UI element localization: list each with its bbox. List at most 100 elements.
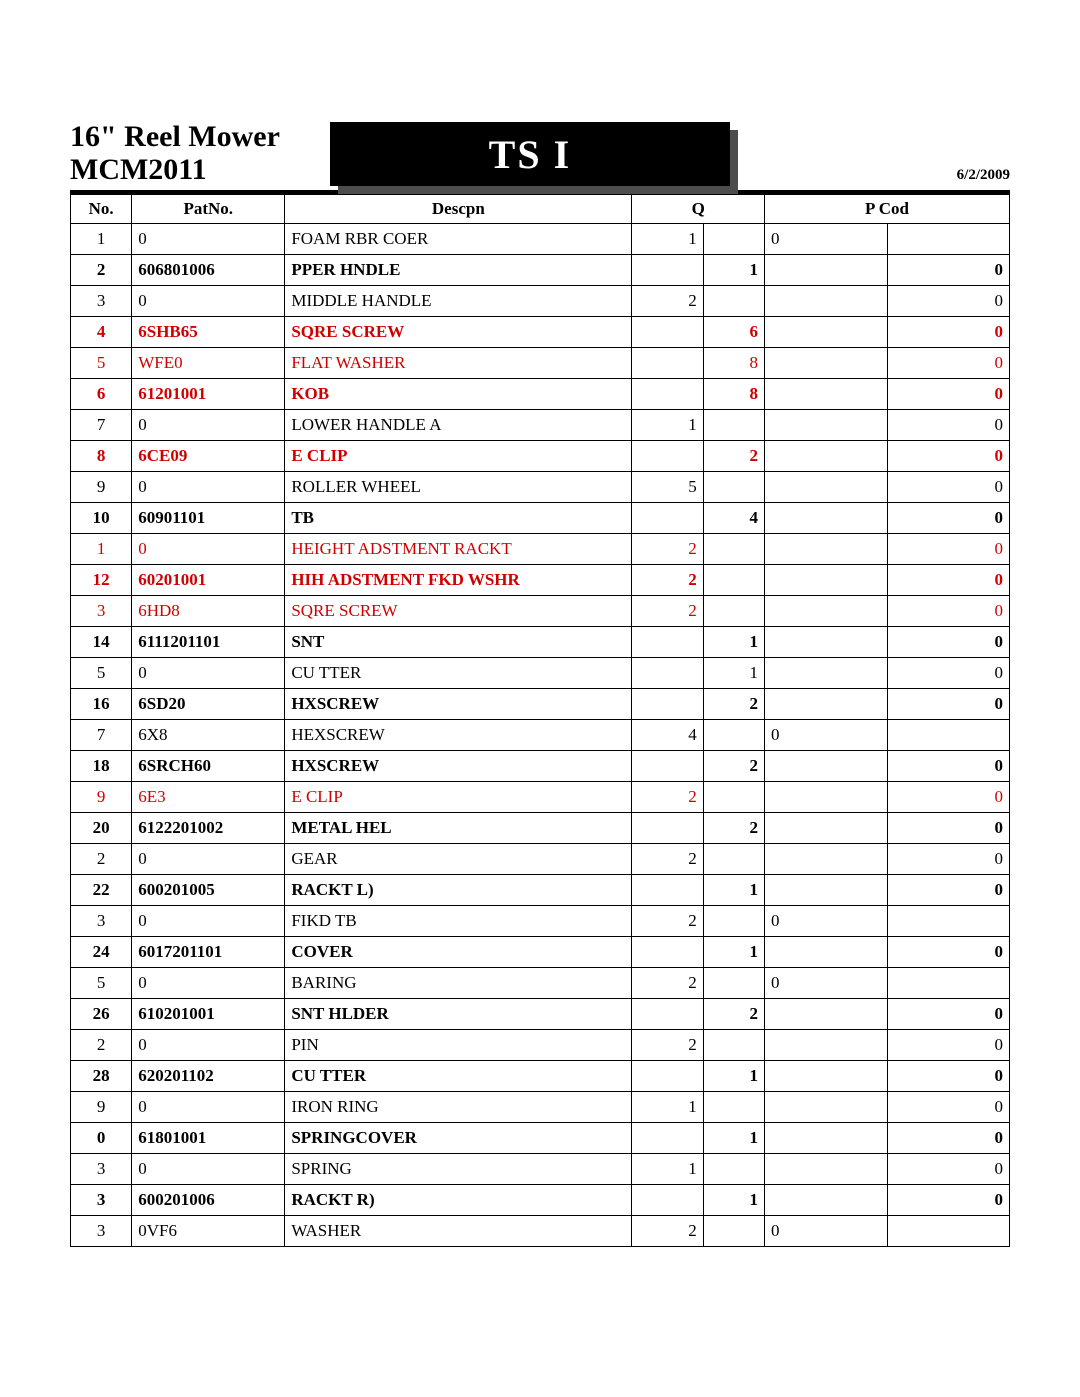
cell-p2: 0 [887, 472, 1010, 503]
cell-q2 [703, 1030, 764, 1061]
cell-no: 18 [71, 751, 132, 782]
table-body: 10FOAM RBR COER102606801006PPER HNDLE103… [71, 224, 1010, 1247]
cell-desc: SPRING [285, 1154, 632, 1185]
cell-partno: 6CE09 [132, 441, 285, 472]
cell-partno: 6E3 [132, 782, 285, 813]
cell-p1 [765, 348, 887, 379]
table-row: 10HEIGHT ADSTMENT RACKT20 [71, 534, 1010, 565]
cell-desc: SQRE SCREW [285, 596, 632, 627]
cell-q2: 2 [703, 999, 764, 1030]
cell-desc: IRON RING [285, 1092, 632, 1123]
cell-p1 [765, 689, 887, 720]
cell-q2 [703, 968, 764, 999]
table-row: 22600201005RACKT L)10 [71, 875, 1010, 906]
cell-p2: 0 [887, 534, 1010, 565]
cell-q2: 8 [703, 348, 764, 379]
table-row: 3600201006RACKT R)10 [71, 1185, 1010, 1216]
cell-p2: 0 [887, 1030, 1010, 1061]
table-row: 96E3E CLIP20 [71, 782, 1010, 813]
cell-q1: 2 [632, 968, 703, 999]
cell-p2: 0 [887, 1185, 1010, 1216]
cell-q1: 2 [632, 844, 703, 875]
cell-p1: 0 [765, 720, 887, 751]
cell-p2: 0 [887, 379, 1010, 410]
table-row: 30MIDDLE HANDLE20 [71, 286, 1010, 317]
table-row: 30SPRING10 [71, 1154, 1010, 1185]
cell-q2 [703, 782, 764, 813]
cell-q1 [632, 875, 703, 906]
cell-partno: 6X8 [132, 720, 285, 751]
cell-q2 [703, 410, 764, 441]
cell-q2: 4 [703, 503, 764, 534]
table-row: 146111201101SNT10 [71, 627, 1010, 658]
cell-partno: 600201006 [132, 1185, 285, 1216]
cell-p1 [765, 999, 887, 1030]
cell-desc: HXSCREW [285, 689, 632, 720]
parts-list-banner: TS I [330, 122, 730, 186]
cell-q2: 8 [703, 379, 764, 410]
cell-no: 3 [71, 1216, 132, 1247]
table-row: 206122201002METAL HEL20 [71, 813, 1010, 844]
cell-q2: 1 [703, 937, 764, 968]
cell-partno: 6SHB65 [132, 317, 285, 348]
cell-desc: ROLLER WHEEL [285, 472, 632, 503]
cell-q1 [632, 255, 703, 286]
cell-p2: 0 [887, 658, 1010, 689]
cell-q1 [632, 503, 703, 534]
cell-q1: 2 [632, 596, 703, 627]
cell-partno: 61201001 [132, 379, 285, 410]
cell-partno: 6122201002 [132, 813, 285, 844]
cell-no: 24 [71, 937, 132, 968]
table-row: 10FOAM RBR COER10 [71, 224, 1010, 255]
cell-q1: 1 [632, 410, 703, 441]
cell-partno: WFE0 [132, 348, 285, 379]
cell-p1: 0 [765, 906, 887, 937]
title-model: MCM2011 [70, 153, 280, 186]
cell-no: 7 [71, 720, 132, 751]
cell-p1 [765, 1154, 887, 1185]
cell-partno: 61801001 [132, 1123, 285, 1154]
cell-p1 [765, 1061, 887, 1092]
cell-no: 12 [71, 565, 132, 596]
cell-p2: 0 [887, 875, 1010, 906]
cell-desc: FIKD TB [285, 906, 632, 937]
cell-q2: 1 [703, 875, 764, 906]
cell-p1 [765, 627, 887, 658]
cell-q1 [632, 658, 703, 689]
cell-p2: 0 [887, 689, 1010, 720]
cell-q1: 2 [632, 782, 703, 813]
cell-desc: MIDDLE HANDLE [285, 286, 632, 317]
cell-desc: SQRE SCREW [285, 317, 632, 348]
cell-partno: 0 [132, 410, 285, 441]
cell-q1 [632, 937, 703, 968]
cell-desc: FOAM RBR COER [285, 224, 632, 255]
cell-p2: 0 [887, 627, 1010, 658]
cell-q1: 2 [632, 906, 703, 937]
cell-no: 26 [71, 999, 132, 1030]
table-row: 1060901101TB40 [71, 503, 1010, 534]
cell-q2: 2 [703, 689, 764, 720]
cell-p2: 0 [887, 1123, 1010, 1154]
parts-table: No. PatNo. Descpn Q P Cod 10FOAM RBR COE… [70, 194, 1010, 1247]
cell-partno: 0 [132, 1092, 285, 1123]
cell-desc: HEIGHT ADSTMENT RACKT [285, 534, 632, 565]
table-row: 061801001SPRINGCOVER10 [71, 1123, 1010, 1154]
cell-p1 [765, 596, 887, 627]
col-partno: PatNo. [132, 195, 285, 224]
cell-partno: 0 [132, 844, 285, 875]
table-row: 186SRCH60HXSCREW20 [71, 751, 1010, 782]
table-row: 5WFE0FLAT WASHER80 [71, 348, 1010, 379]
cell-p1 [765, 813, 887, 844]
table-row: 30VF6WASHER20 [71, 1216, 1010, 1247]
cell-partno: 600201005 [132, 875, 285, 906]
col-q: Q [632, 195, 765, 224]
cell-q2: 1 [703, 1123, 764, 1154]
cell-p1 [765, 441, 887, 472]
cell-p1 [765, 1030, 887, 1061]
cell-q2: 1 [703, 255, 764, 286]
cell-desc: SNT HLDER [285, 999, 632, 1030]
table-row: 90ROLLER WHEEL50 [71, 472, 1010, 503]
cell-q1 [632, 1061, 703, 1092]
cell-no: 1 [71, 534, 132, 565]
cell-no: 4 [71, 317, 132, 348]
